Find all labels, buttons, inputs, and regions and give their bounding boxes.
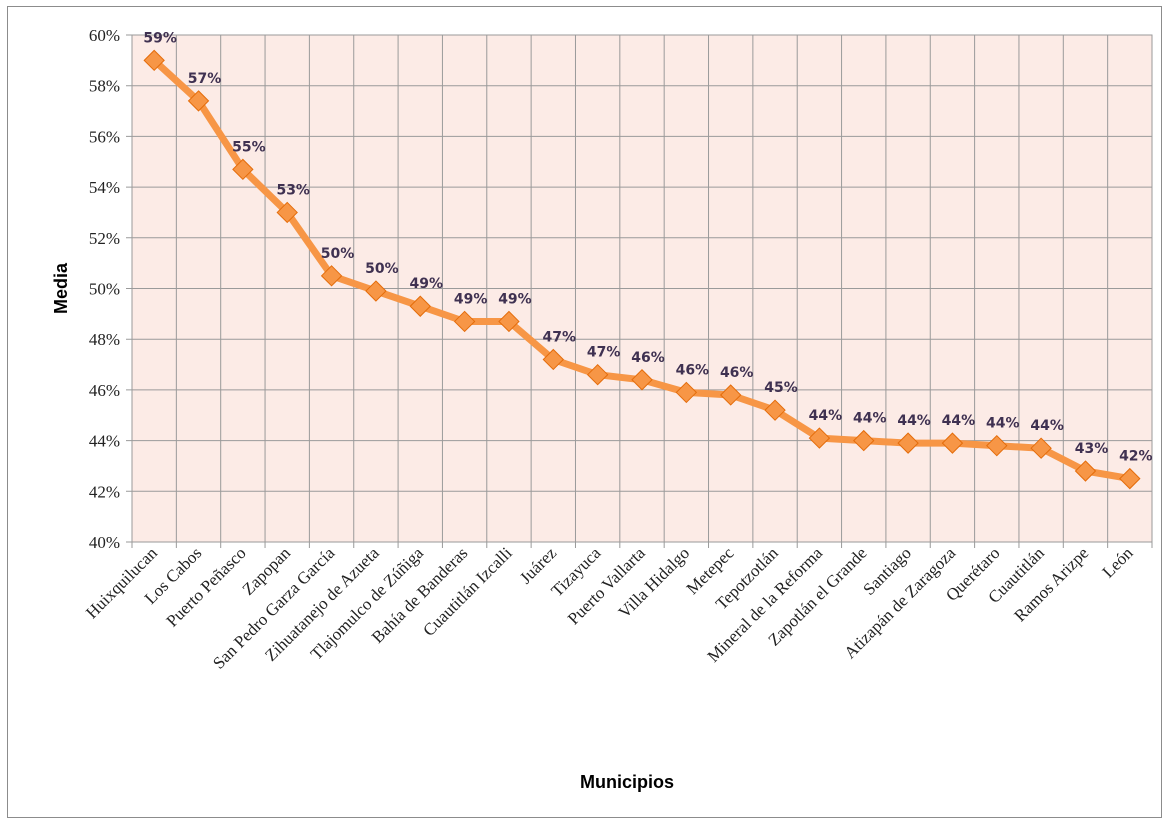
data-label: 49%	[410, 276, 444, 292]
data-point	[941, 432, 964, 454]
data-point	[276, 201, 298, 224]
data-label: 46%	[631, 350, 665, 366]
data-label: 42%	[1119, 449, 1153, 465]
data-point	[1030, 437, 1052, 459]
data-point	[1074, 460, 1097, 482]
data-label: 44%	[853, 411, 887, 427]
data-point	[542, 348, 565, 371]
data-label: 44%	[809, 408, 843, 424]
data-point	[498, 310, 520, 333]
data-point	[986, 434, 1008, 457]
data-labels: 59% 57% 55% 53% 50% 50% 49% 49% 49% 47% 47% 46% 46% 4…	[143, 30, 1152, 464]
data-label: 49%	[498, 291, 532, 307]
x-tick-label: León	[1099, 543, 1137, 581]
data-label: 43%	[1075, 441, 1109, 457]
data-point	[409, 295, 431, 317]
x-tick-label: Puerto Peñasco	[162, 543, 249, 630]
data-point	[764, 399, 786, 421]
data-point	[1119, 467, 1141, 490]
data-label: 44%	[942, 413, 976, 429]
y-tick-label: 54%	[89, 178, 120, 197]
x-tick-label: Huixquilucan	[82, 543, 161, 622]
data-label: 55%	[232, 139, 266, 155]
data-point	[808, 427, 831, 449]
data-label: 46%	[676, 362, 710, 378]
gridlines	[126, 34, 1153, 548]
y-tick-label: 40%	[89, 533, 120, 552]
y-axis-title: Media	[51, 262, 71, 314]
y-tick-label: 44%	[89, 432, 120, 451]
series-markers	[143, 49, 1141, 490]
y-tick-label: 48%	[89, 330, 120, 349]
data-point	[897, 432, 919, 454]
data-label: 57%	[188, 71, 222, 87]
y-tick-label: 60%	[89, 26, 120, 45]
data-label: 46%	[720, 365, 754, 381]
data-point	[853, 429, 875, 452]
y-tick-label: 50%	[89, 280, 120, 299]
y-axis-ticks: 40% 42% 44% 46% 48% 50% 52% 54% 56% 58% 60%	[89, 26, 120, 552]
data-point	[232, 158, 254, 181]
x-axis-title: Municipios	[580, 772, 674, 792]
y-tick-label: 56%	[89, 127, 120, 146]
data-point	[586, 363, 609, 386]
data-point	[719, 384, 742, 406]
data-point	[365, 280, 387, 302]
data-label: 53%	[276, 182, 310, 198]
data-label: 50%	[365, 261, 399, 277]
y-tick-label: 58%	[89, 77, 120, 96]
data-point	[187, 90, 210, 112]
data-point	[320, 265, 343, 287]
data-point	[631, 369, 653, 391]
y-tick-label: 46%	[89, 381, 120, 400]
data-label: 47%	[587, 345, 621, 361]
data-label: 49%	[454, 291, 488, 307]
y-tick-label: 42%	[89, 482, 120, 501]
data-point	[143, 49, 165, 72]
y-tick-label: 52%	[89, 229, 120, 248]
data-point	[675, 381, 698, 404]
data-label: 50%	[321, 246, 355, 262]
data-label: 44%	[986, 416, 1020, 432]
data-label: 44%	[897, 413, 931, 429]
data-label: 45%	[764, 380, 798, 396]
data-label: 59%	[143, 30, 177, 46]
data-label: 44%	[1030, 418, 1064, 434]
data-point	[453, 310, 476, 333]
data-label: 47%	[543, 329, 577, 345]
